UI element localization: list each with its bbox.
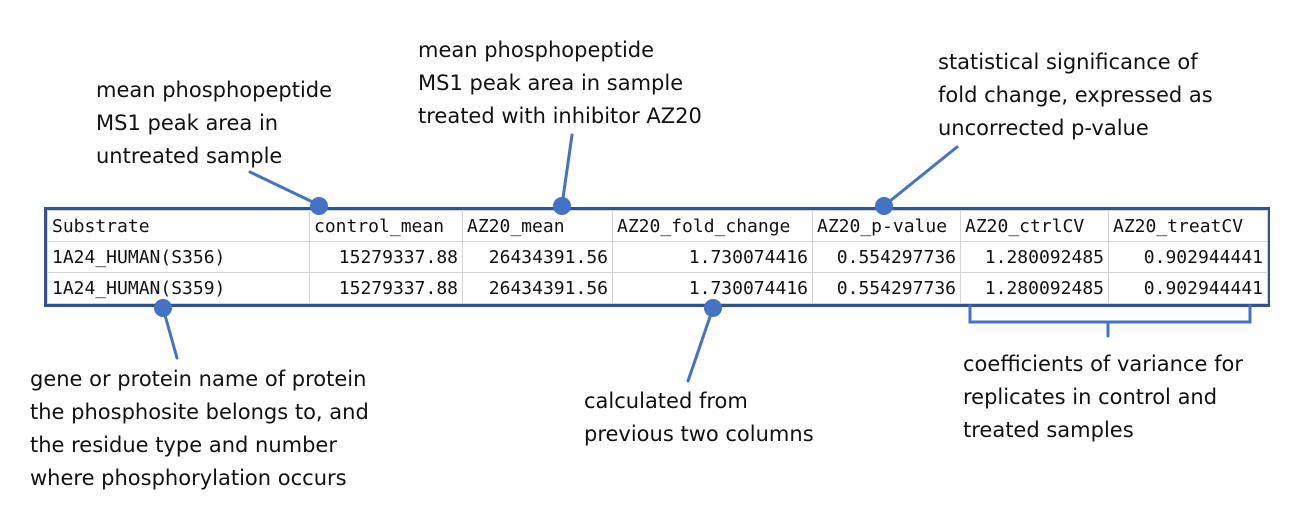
callout-dot-treated-mean [553,197,571,215]
header-row: Substrate control_mean AZ20_mean AZ20_fo… [47,210,1268,242]
table-cell[interactable]: 0.554297736 [812,241,961,273]
annotation-line: the phosphosite belongs to, and [30,400,369,424]
callout-dot-fold-change [704,299,722,317]
table-cell[interactable]: 1.730074416 [612,272,813,304]
annotation-treated-mean: mean phosphopeptide MS1 peak area in sam… [418,34,702,133]
table-cell[interactable]: 15279337.88 [309,241,463,273]
callout-dot-p-value [875,197,893,215]
connector-fold-change [686,306,715,383]
annotation-line: uncorrected p-value [938,116,1149,140]
table-cell[interactable]: 15279337.88 [309,272,463,304]
annotation-line: coefficients of variance for [963,352,1243,376]
annotation-line: treated with inhibitor AZ20 [418,104,702,128]
annotation-line: mean phosphopeptide [418,38,655,62]
header-cell[interactable]: AZ20_p-value [812,210,961,242]
callout-dot-control-mean [310,197,328,215]
table-row: 1A24_HUMAN(S356) 15279337.88 26434391.56… [47,241,1268,273]
annotation-line: previous two columns [584,422,814,446]
table-cell[interactable]: 0.902944441 [1108,241,1268,273]
table-cell[interactable]: 26434391.56 [462,272,613,304]
annotation-line: the residue type and number [30,433,337,457]
annotation-p-value: statistical significance of fold change,… [938,46,1213,145]
spreadsheet-excerpt: Substrate control_mean AZ20_mean AZ20_fo… [44,207,1270,307]
annotation-control-mean: mean phosphopeptide MS1 peak area in unt… [96,74,332,173]
table-cell[interactable]: 1.280092485 [960,241,1109,273]
annotation-line: MS1 peak area in sample [418,71,684,95]
header-cell[interactable]: AZ20_fold_change [612,210,813,242]
annotation-line: untreated sample [96,144,283,168]
header-cell[interactable]: AZ20_ctrlCV [960,210,1109,242]
annotation-cv: coefficients of variance for replicates … [963,348,1243,447]
table-cell[interactable]: 1.280092485 [960,272,1109,304]
connector-control-mean [248,170,321,207]
header-cell[interactable]: AZ20_treatCV [1108,210,1268,242]
annotation-line: treated samples [963,418,1134,442]
table-row: 1A24_HUMAN(S359) 15279337.88 26434391.56… [47,272,1268,304]
header-cell[interactable]: control_mean [309,210,463,242]
annotation-line: calculated from [584,389,748,413]
table-cell[interactable]: 1.730074416 [612,241,813,273]
table-cell[interactable]: 26434391.56 [462,241,613,273]
annotation-line: statistical significance of [938,50,1198,74]
table-cell[interactable]: 1A24_HUMAN(S359) [47,272,310,304]
annotation-fold-change: calculated from previous two columns [584,385,814,451]
connector-p-value [883,145,959,207]
annotation-line: where phosphorylation occurs [30,466,347,490]
annotation-line: MS1 peak area in [96,111,279,135]
callout-dot-substrate [154,299,172,317]
table-cell[interactable]: 0.554297736 [812,272,961,304]
data-table: Substrate control_mean AZ20_mean AZ20_fo… [47,210,1268,304]
annotation-substrate: gene or protein name of protein the phos… [30,363,369,495]
cv-bracket [968,304,1252,324]
connector-treated-mean [560,133,574,207]
annotation-line: replicates in control and [963,385,1218,409]
table-cell[interactable]: 0.902944441 [1108,272,1268,304]
annotation-line: fold change, expressed as [938,83,1213,107]
annotation-line: mean phosphopeptide [96,78,333,102]
annotation-line: gene or protein name of protein [30,367,367,391]
